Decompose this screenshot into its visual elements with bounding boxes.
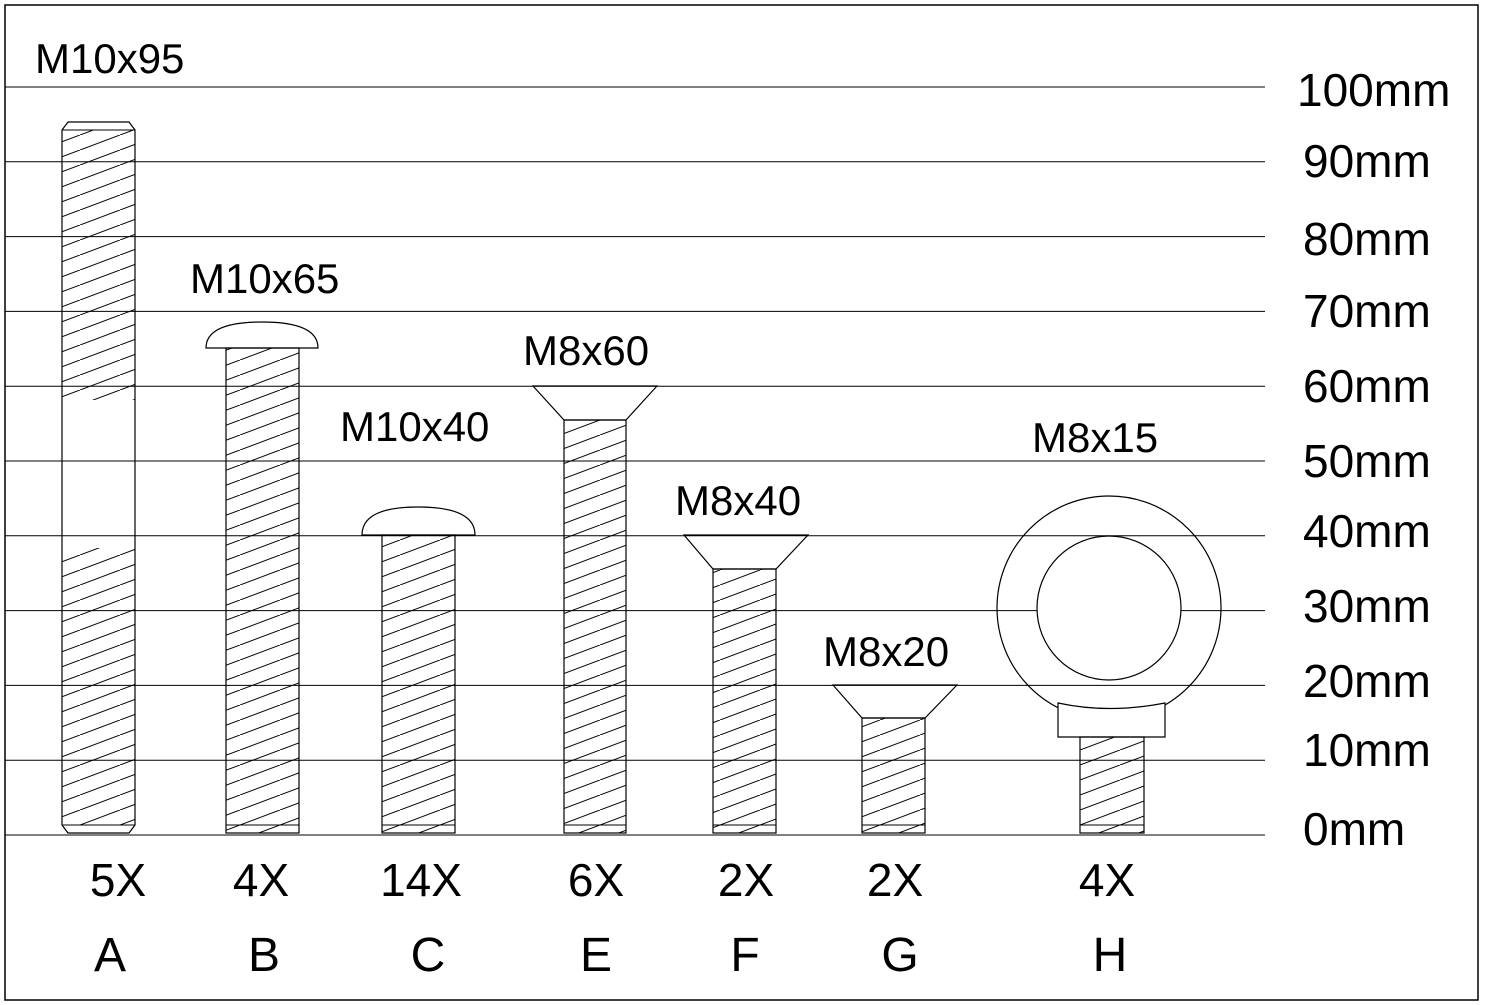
bolt-shank (225, 347, 300, 834)
scale-label-40mm: 40mm (1303, 505, 1431, 557)
countersunk-head (682, 534, 810, 570)
letter-label-e: E (580, 929, 612, 982)
letter-label-c: C (411, 929, 446, 982)
bolt-shank (381, 534, 456, 834)
fastener-b-button-head-bolt (205, 321, 319, 834)
eye-ring-inner (1036, 535, 1182, 681)
letter-label-h: H (1093, 929, 1128, 982)
fastener-a-threaded-rod (61, 121, 136, 834)
fastener-h-eye-bolt (996, 495, 1222, 834)
scale-label-100mm: 100mm (1297, 64, 1450, 116)
scale-labels: 0mm 10mm 20mm 30mm 40mm 50mm 60mm 70mm 8… (1297, 64, 1450, 855)
bolt-shank (861, 717, 926, 834)
fastener-e-countersunk-bolt (531, 385, 659, 834)
letter-label-g: G (881, 929, 918, 982)
fastener-c-button-head-bolt (361, 506, 476, 834)
eye-collar (1057, 702, 1166, 738)
quantity-label-h: 4X (1079, 854, 1135, 906)
scale-label-50mm: 50mm (1303, 435, 1431, 487)
letter-label-f: F (730, 929, 759, 982)
fastener-g-countersunk-bolt (831, 684, 959, 834)
bolt-shank (1079, 736, 1145, 834)
size-label-a: M10x95 (35, 35, 184, 82)
rod-thread-top (62, 130, 135, 400)
scale-label-10mm: 10mm (1303, 724, 1431, 776)
scale-label-0mm: 0mm (1303, 803, 1405, 855)
scale-label-20mm: 20mm (1303, 655, 1431, 707)
rod-thread-bottom (62, 548, 135, 825)
bolt-shank (563, 419, 627, 834)
size-label-b: M10x65 (190, 255, 339, 302)
size-label-g: M8x20 (823, 628, 949, 675)
letter-label-a: A (94, 929, 126, 982)
size-label-c: M10x40 (340, 403, 489, 450)
drawing-border (4, 4, 1479, 1001)
size-label-h: M8x15 (1032, 414, 1158, 461)
scale-label-80mm: 80mm (1303, 213, 1431, 265)
scale-label-60mm: 60mm (1303, 360, 1431, 412)
quantity-label-e: 6X (568, 854, 624, 906)
quantity-label-g: 2X (867, 854, 923, 906)
scale-label-30mm: 30mm (1303, 580, 1431, 632)
scale-label-70mm: 70mm (1303, 285, 1431, 337)
quantity-label-a: 5X (90, 854, 146, 906)
bolt-shank (712, 568, 777, 834)
quantity-label-f: 2X (718, 854, 774, 906)
quantity-label-c: 14X (380, 854, 462, 906)
button-head (361, 506, 476, 536)
countersunk-head (531, 385, 659, 421)
button-head (205, 321, 319, 349)
countersunk-head (831, 684, 959, 719)
size-label-e: M8x60 (523, 327, 649, 374)
fastener-f-countersunk-bolt (682, 534, 810, 834)
quantity-label-b: 4X (233, 854, 289, 906)
scale-label-90mm: 90mm (1303, 135, 1431, 187)
size-label-f: M8x40 (675, 477, 801, 524)
letter-label-b: B (248, 929, 280, 982)
